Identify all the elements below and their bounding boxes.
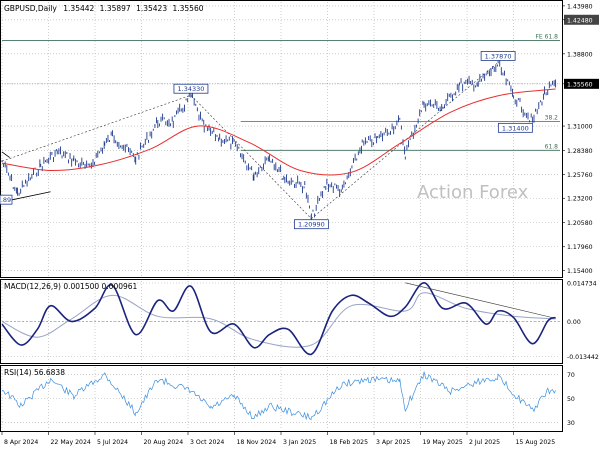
time-axis-label: 22 May 2024 [51,439,91,446]
time-axis-label: 3 Apr 2025 [376,439,410,446]
price-axis-label: 1.17960 [567,244,593,251]
macd-axis-label: 0.00 [567,319,581,326]
price-annotation-label: 1.34330 [178,85,205,93]
price-annotation-box [173,83,209,94]
price-annotation-box [497,122,533,133]
time-axis-label: 2 Jul 2025 [469,439,500,446]
time-axis-label: 19 May 2025 [423,439,463,446]
high-value: 1.35897 [100,4,131,13]
price-axis-label: 1.38800 [567,51,593,58]
price-annotation-label: 1.37870 [485,52,512,60]
rsi-layer [1,371,556,421]
price-axis-label: 1.35560 [567,81,593,88]
open-value: 1.35442 [63,4,94,13]
macd-layer [1,281,560,356]
macd-axis-label: -0.013442 [567,354,599,361]
trend-line-dashed [190,95,312,219]
macd-panel-frame [0,279,563,364]
time-axis-label: 18 Nov 2024 [237,439,277,446]
price-panel-frame [0,0,563,278]
watermark-text: Action Forex [417,182,529,203]
price-axis-label: 1.25760 [567,172,593,179]
price-axis-label: 1.31000 [567,124,593,131]
trend-line-dashed [1,94,192,162]
macd-trend-line [405,282,556,319]
time-axis-label: 3 Oct 2024 [190,439,224,446]
price-axis-marker [564,78,599,89]
price-panel-title: GBPUSD,Daily 1.35442 1.35897 1.35423 1.3… [4,4,204,13]
price-axis-label: 1.20580 [567,220,593,227]
price-axis-label: 1.15400 [567,268,593,275]
price-axis-label: 1.23200 [567,196,593,203]
time-axis-label: 3 Jan 2025 [283,439,316,446]
close-value: 1.35560 [172,4,203,13]
low-value: 1.35423 [136,4,167,13]
time-axis-label: 15 Aug 2025 [516,439,556,446]
rsi-axis-label: 50 [567,396,575,403]
axis-layer: 1.43980 1.42480 1.38800 1.35560 1.31000 1.283… [1,3,599,446]
price-annotation-label: 1.20990 [298,221,325,229]
price-layer [1,59,557,221]
macd-panel-title: MACD(12,26,9) 0.001500 0.000961 [4,282,138,291]
fibonacci-level-label: FE 61.8 [535,33,558,40]
time-axis-label: 20 Aug 2024 [144,439,184,446]
macd-main-line [1,281,556,356]
symbol-label: GBPUSD,Daily [4,4,57,13]
annotations-layer: 1.34330 1.20990 1.37870 1.31400 .89 [0,51,533,230]
fibonacci-level-label: 61.8 [545,143,559,150]
rsi-axis-label: 70 [567,372,575,379]
rsi-axis-label: 30 [567,420,575,427]
price-annotation-label: .89 [1,196,11,204]
rsi-panel-title: RSI(14) 56.6838 [4,368,65,377]
macd-signal-line [1,292,556,348]
price-annotation-box [480,51,516,61]
rsi-panel-frame [0,365,563,432]
time-axis-label: 8 Apr 2024 [4,439,38,446]
moving-average-line [1,88,556,176]
price-axis-label: 1.42480 [567,17,593,24]
resistance-line [1,151,10,158]
price-annotation-box [0,194,13,205]
fibonacci-level-label: 38.2 [545,114,559,121]
macd-axis-label: 0.014734 [567,281,597,288]
price-axis-marker [564,14,599,25]
time-axis-label: 5 Jul 2024 [97,439,128,446]
price-axis-label: 1.43980 [567,3,593,10]
price-annotation-label: 1.31400 [502,124,529,132]
price-axis-label: 1.28380 [567,148,593,155]
price-annotation-box [293,219,329,230]
time-axis-label: 18 Feb 2025 [330,439,369,446]
rsi-line [1,371,556,421]
